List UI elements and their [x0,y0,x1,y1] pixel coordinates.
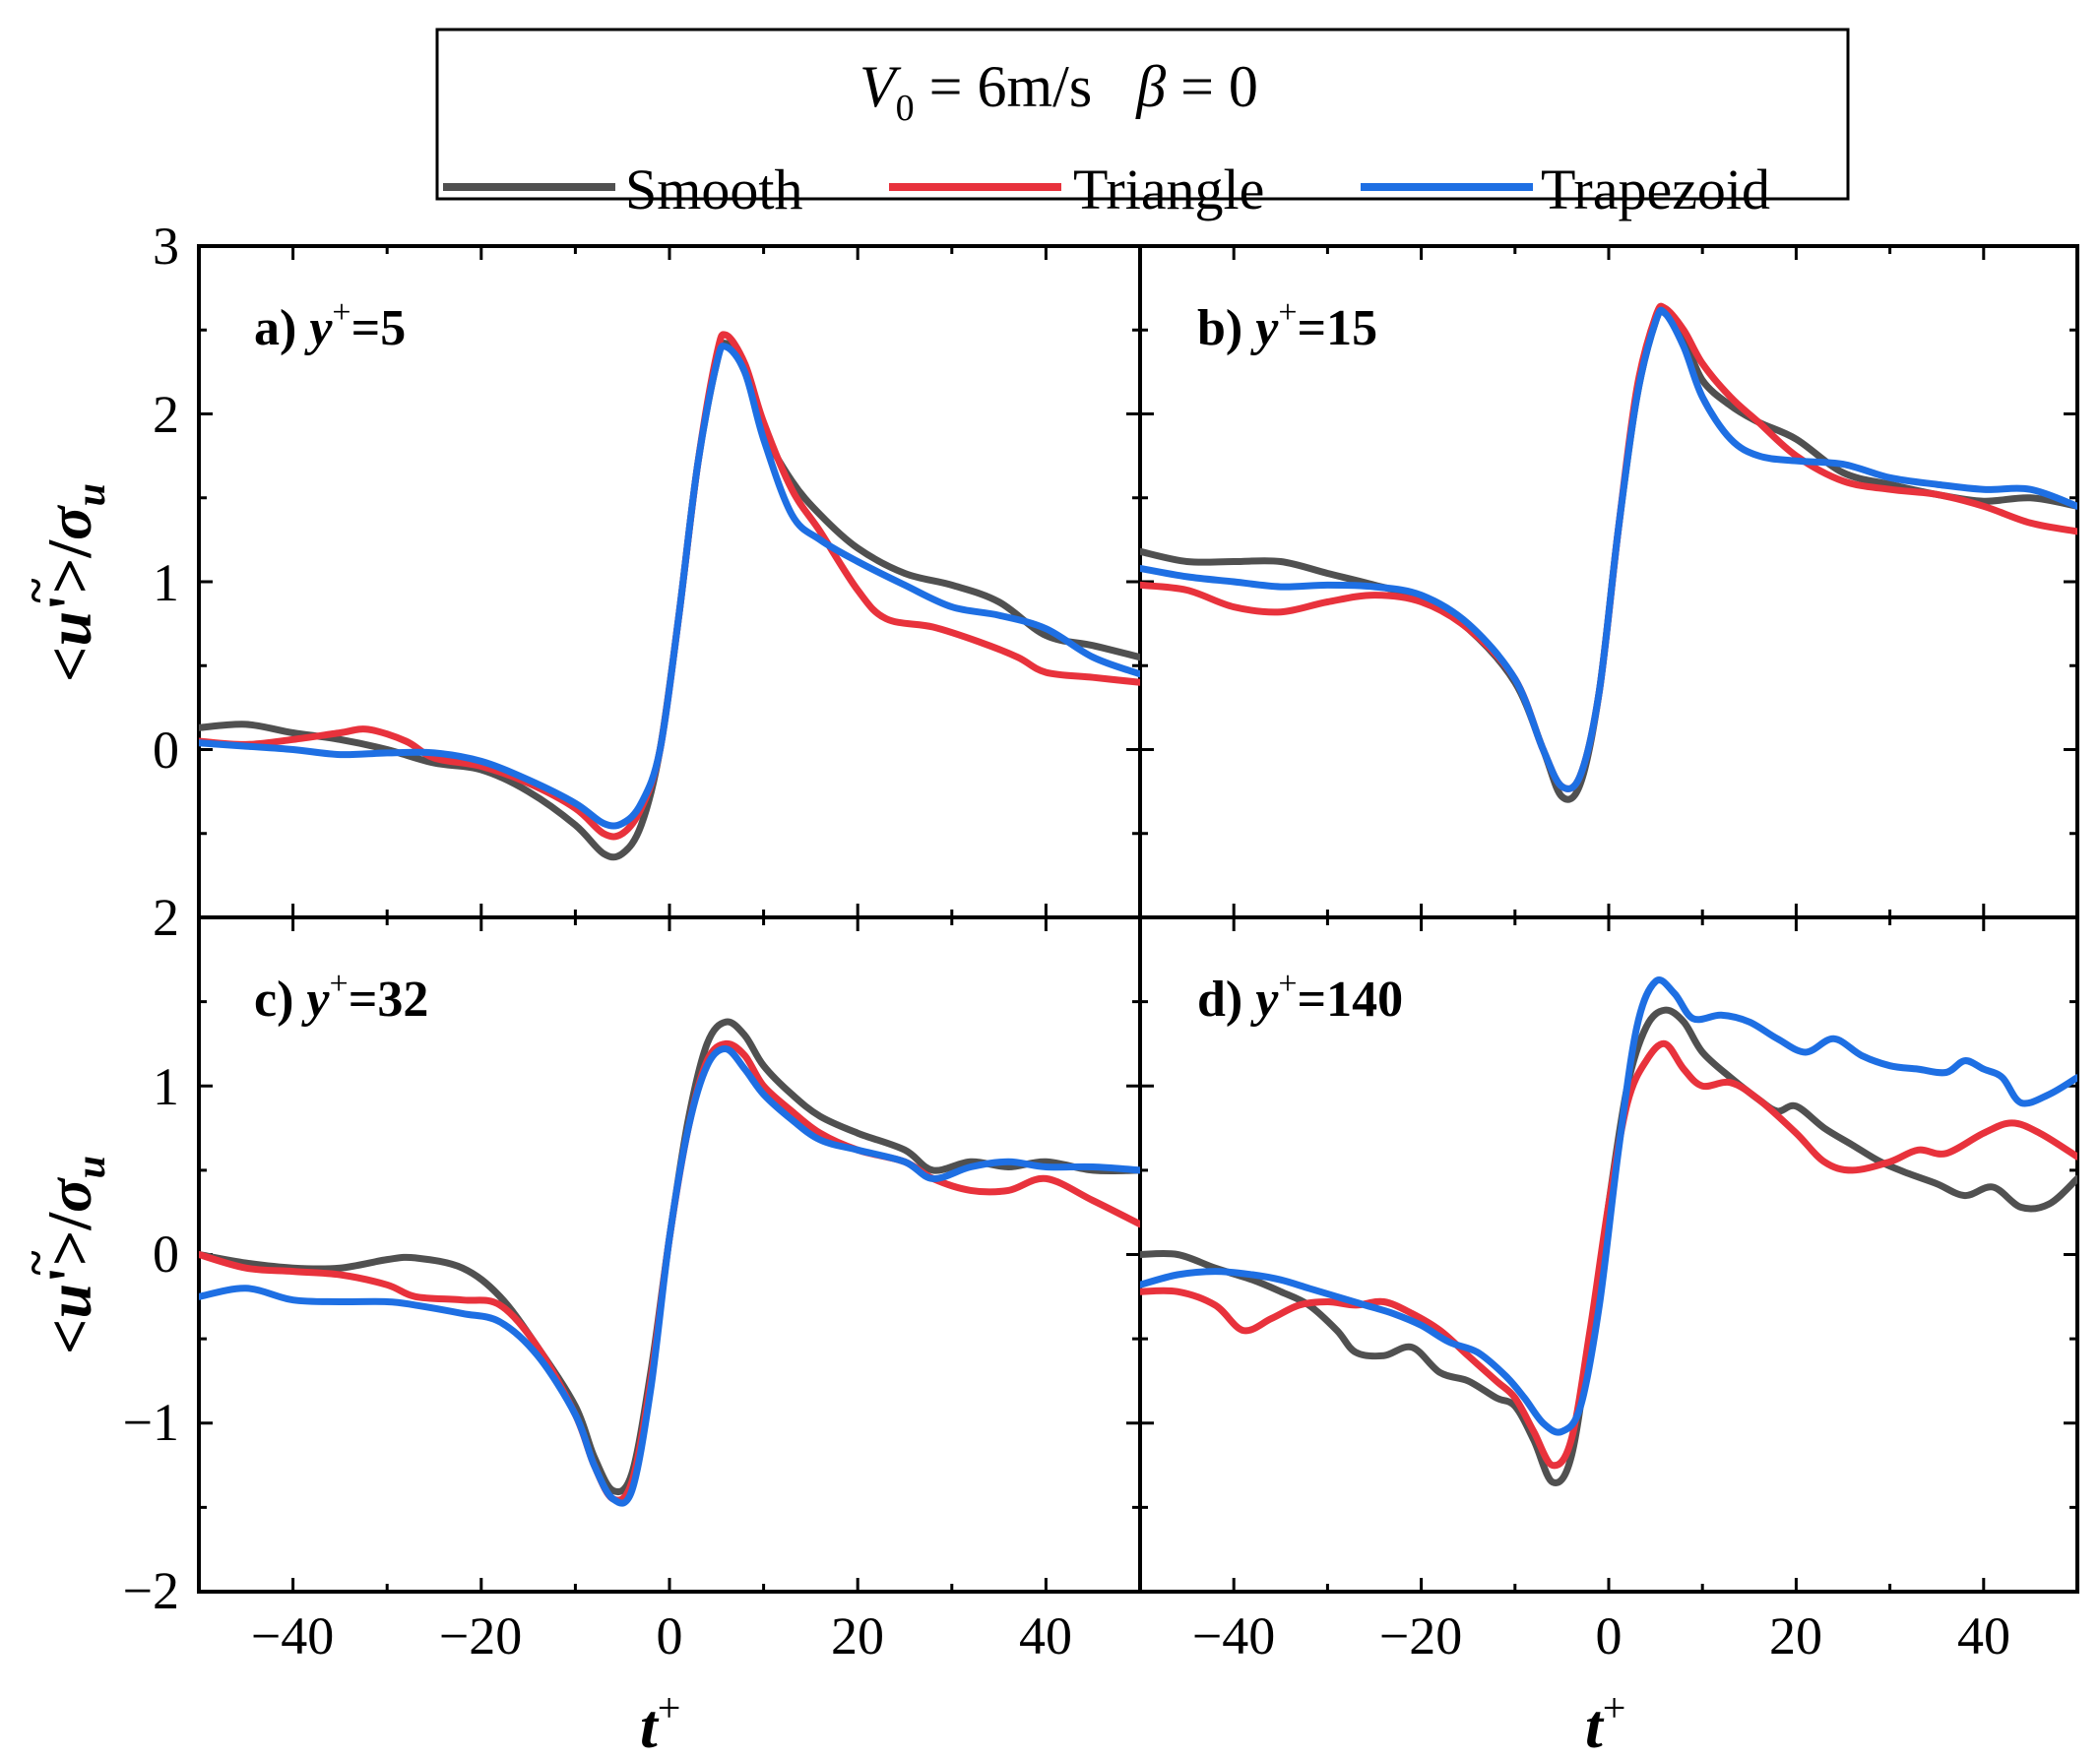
x-tick-label: 20 [1769,1606,1822,1665]
panel-b-frame [1138,244,2079,919]
legend-box [435,28,1850,201]
x-tick-label: −20 [439,1606,522,1665]
y-tick-labels-bottom: 1 0 −1 −2 [123,1057,179,1620]
panel-b-label: b) y+=15 [1197,294,1377,356]
panel-a-series-trapezoid [199,343,1140,830]
panel-c-series-triangle [199,1039,1140,1504]
y-axis-label-prime: ' [34,594,104,611]
y-tick-label: 1 [153,1057,179,1116]
y-tick-labels-top: 3 2 1 0 2 [153,217,179,947]
y-axis-label-bottom: <u'>/σu [34,1156,114,1354]
curves [199,302,2077,1507]
y-axis-label-u: u [34,1284,104,1319]
x-tick-label: 0 [1596,1606,1623,1665]
y-axis-label-text: <u'>/σu [34,483,114,682]
panel-c-label: c) y+=32 [254,966,428,1028]
tilde-mark-top: ~ [10,578,62,602]
y-tick-label: 2 [153,888,179,947]
y-axis-label-close: >/ [34,1212,104,1266]
x-tick-label: 20 [831,1606,884,1665]
y-axis-label-u: u [34,611,104,647]
x-tick-label: −40 [1192,1606,1275,1665]
y-axis-label-sigma-sub: u [69,1156,114,1178]
legend-title-v-sub: 0 [896,88,915,129]
x-tick-labels-right: −40 −20 0 20 40 [1192,1606,2010,1665]
y-axis-label-sigma: σ [34,505,104,540]
panel-d-label: d) y+=140 [1197,966,1403,1028]
panel-d-series-trapezoid [1140,976,2077,1436]
tilde-mark-bottom: ~ [10,1250,62,1275]
panel-c-series-trapezoid [199,1045,1140,1507]
tick-marks [197,244,2079,1594]
y-axis-label-open: < [34,1319,104,1354]
y-tick-label: 0 [153,1225,179,1284]
x-tick-label: 40 [1957,1606,2010,1665]
x-tick-label: −40 [251,1606,334,1665]
panel-b-series-trapezoid [1140,306,2077,792]
panel-a-label: a) y+=5 [254,294,406,356]
x-axis-label-left: t+ [640,1686,680,1759]
y-axis-label-sigma-sub: u [69,483,114,506]
y-tick-label: −1 [123,1393,179,1452]
y-axis-label-text: <u'>/σu [34,1156,114,1354]
legend-title: V0 = 6m/s β = 0 [859,54,1258,129]
y-tick-label: 0 [153,721,179,780]
x-tick-label: 40 [1019,1606,1072,1665]
panel-a-frame [197,244,1142,919]
legend-title-v: V [859,54,902,119]
y-tick-label: −2 [123,1561,179,1620]
panel-b-series-triangle [1140,302,2077,792]
x-axis-label-sup: + [1603,1686,1626,1731]
panel-d-series-triangle [1140,1039,2077,1470]
y-axis-label-sigma: σ [34,1177,104,1213]
y-tick-label: 2 [153,385,179,444]
x-axis-label-base: t [1585,1691,1605,1759]
y-axis-label-close: >/ [34,539,104,594]
y-tick-label: 3 [153,217,179,276]
legend-title-beta: β [1135,54,1166,119]
x-tick-label: −20 [1379,1606,1462,1665]
x-tick-labels-left: −40 −20 0 20 40 [251,1606,1072,1665]
panel-a-series-triangle [199,331,1140,841]
y-tick-label: 1 [153,553,179,612]
legend-title-rest: = 6m/s [915,54,1137,119]
x-axis-label-right: t+ [1585,1686,1625,1759]
y-axis-label-top: <u'>/σu [34,483,114,682]
x-axis-label-sup: + [658,1686,681,1731]
legend: V0 = 6m/s β = 0 Smooth Triangle Trapezoi… [435,28,1850,221]
legend-label-triangle: Triangle [1073,157,1264,221]
panel-a-series-smooth [199,340,1140,861]
legend-title-beta-eq: = 0 [1166,54,1258,119]
x-tick-label: 0 [657,1606,683,1665]
legend-label-smooth: Smooth [625,157,803,221]
panel-b-series-smooth [1140,307,2077,803]
x-axis-label-base: t [640,1691,660,1759]
y-axis-label-open: < [34,647,104,682]
legend-label-trapezoid: Trapezoid [1541,157,1770,221]
y-axis-label-prime: ' [34,1266,104,1284]
